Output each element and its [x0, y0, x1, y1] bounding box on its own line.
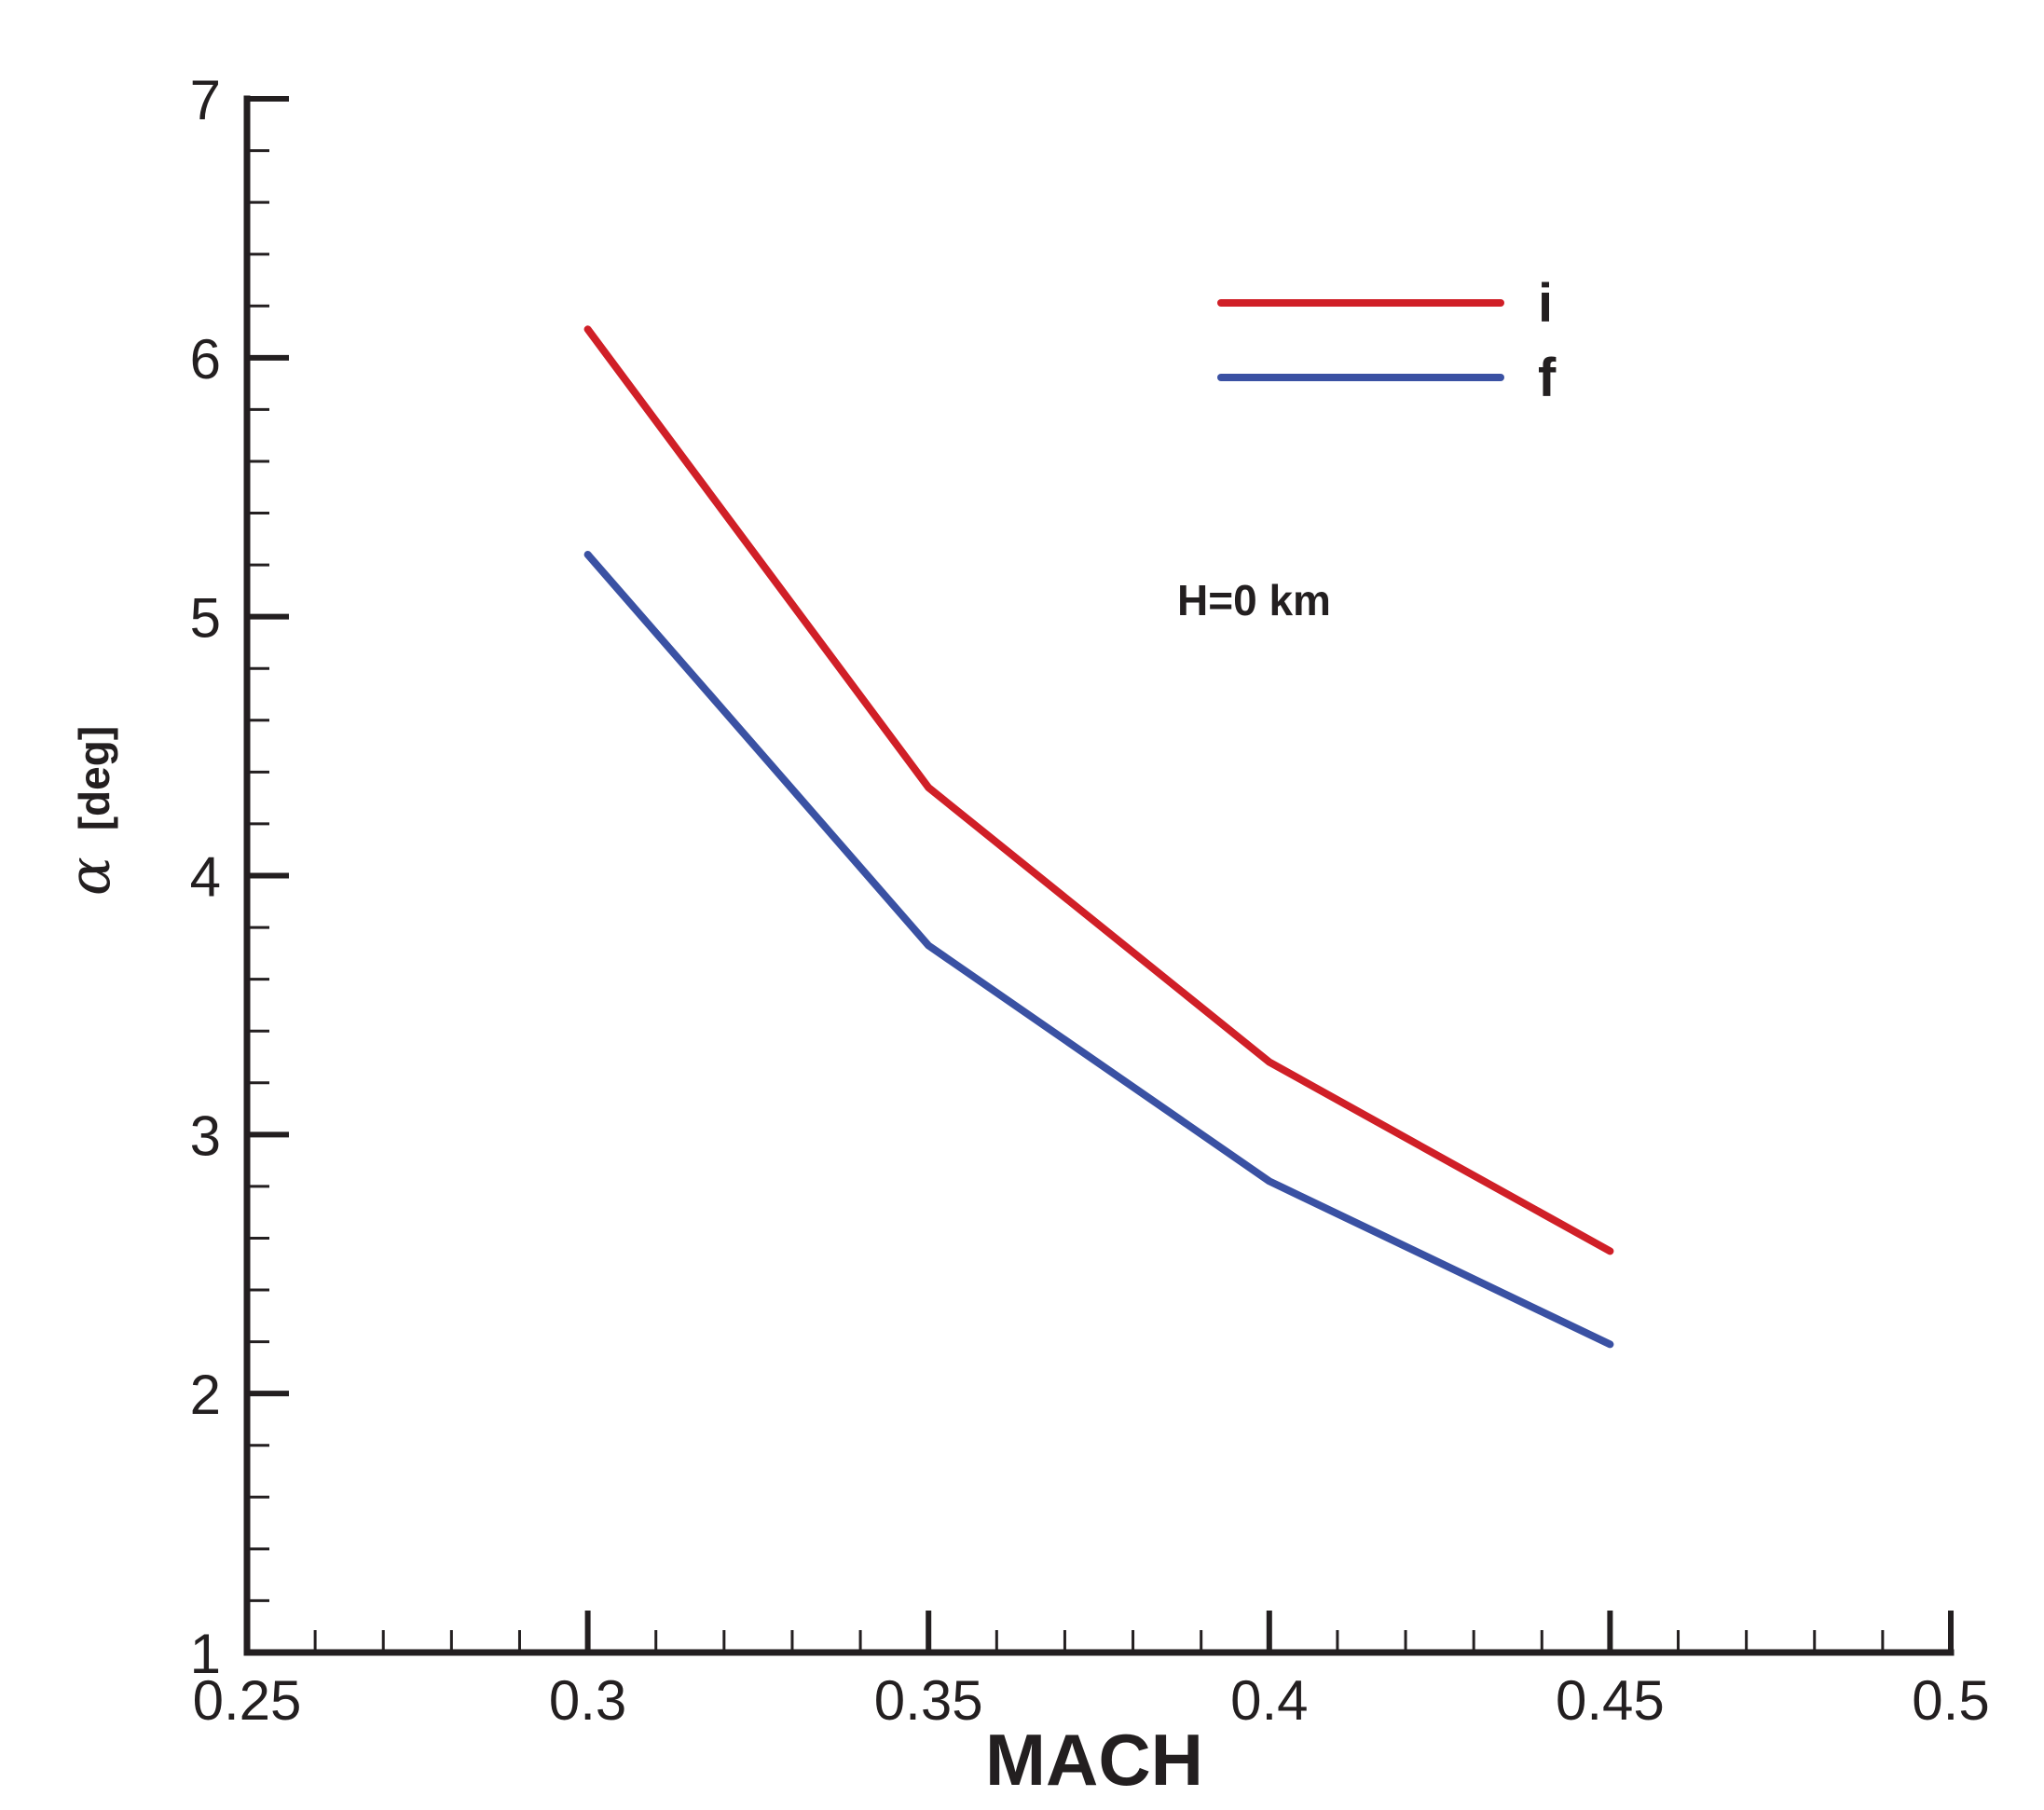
y-tick-label: 2	[190, 1364, 221, 1426]
svg-text:α[deg]: α [deg]	[55, 726, 123, 896]
x-tick-label: 0.5	[1912, 1669, 1989, 1732]
x-tick-label: 0.25	[193, 1669, 302, 1732]
y-axis-unit: [deg]	[70, 726, 118, 830]
axes: 1 2 3 4 5 6 7 0.25 0.3 0.35 0.4 0.45 0.5	[190, 69, 1990, 1732]
altitude-annotation: H=0 km	[1177, 576, 1331, 624]
legend-label-f: f	[1538, 348, 1557, 408]
y-tick-label: 4	[190, 846, 221, 909]
y-axis-title: α [deg]	[55, 726, 123, 896]
y-tick-label: 7	[190, 69, 221, 131]
y-tick-label: 6	[190, 328, 221, 391]
y-tick-label: 5	[190, 587, 221, 650]
x-tick-label: 0.4	[1230, 1669, 1308, 1732]
y-axis-symbol: α	[55, 857, 123, 896]
series-line-f	[583, 551, 1614, 1349]
legend: if	[1217, 273, 1557, 408]
series-layer	[583, 325, 1614, 1349]
y-tick-label: 1	[190, 1623, 221, 1685]
y-tick-label: 3	[190, 1104, 221, 1167]
x-axis-title: MACH	[985, 1719, 1203, 1801]
legend-label-i: i	[1538, 273, 1553, 334]
series-line-i	[583, 325, 1614, 1255]
x-tick-label: 0.3	[549, 1669, 626, 1732]
x-tick-label: 0.45	[1556, 1669, 1665, 1732]
x-tick-label: 0.35	[874, 1669, 983, 1732]
